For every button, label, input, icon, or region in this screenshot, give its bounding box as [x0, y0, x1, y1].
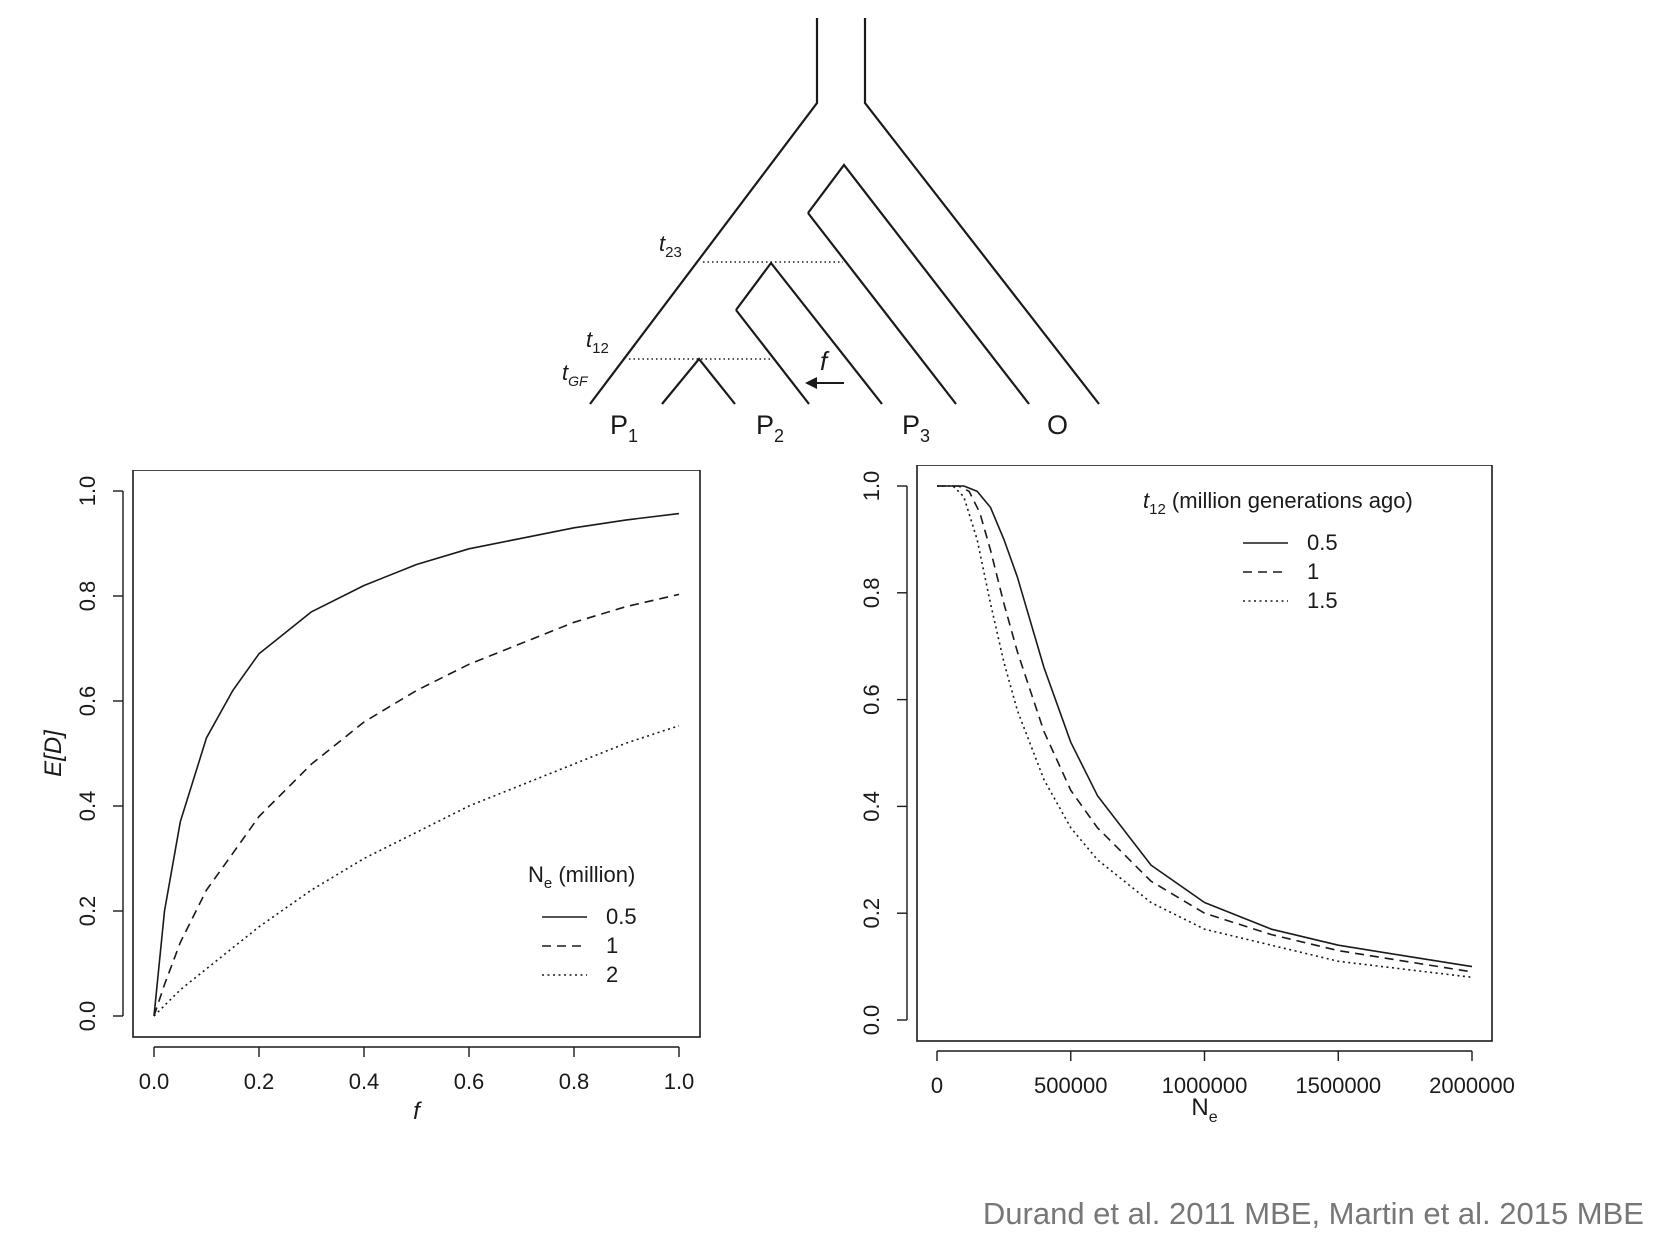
- time-markers: [629, 261, 843, 360]
- x-tick-label: 0.6: [454, 1069, 485, 1094]
- x-axis-label-main: N: [1191, 1094, 1208, 1121]
- x-tick-label: 0.4: [349, 1069, 380, 1094]
- series-line-1: [937, 485, 1473, 973]
- y-tick-label: 0.6: [75, 686, 100, 717]
- y-tick-label: 1.0: [860, 471, 884, 502]
- root-right-branch: [863, 18, 1100, 405]
- y-tick-label: 0.4: [860, 791, 884, 822]
- y-axis-label: E[D]: [40, 729, 67, 777]
- series-line-0.5: [937, 485, 1473, 968]
- y-tick-label: 0.8: [75, 581, 100, 612]
- root-left-branch: [589, 18, 819, 405]
- leaf-label-p1: P1: [610, 410, 638, 446]
- phylogeny-diagram: f t23 t12 tGF P1 P2 P3 O: [562, 18, 1100, 446]
- chart-ed-vs-ne: 0 500000 1000000 1500000 2000000 0.0 0.2 0.4 0.6…: [860, 465, 1515, 1126]
- legend-title-main: N: [528, 862, 544, 887]
- legend-label-1: 1: [606, 933, 618, 958]
- y-tick-label: 0.2: [75, 896, 100, 927]
- x-tick-label: 1000000: [1162, 1073, 1248, 1098]
- p3-o-inner-branch: [807, 163, 1030, 405]
- y-tick-label: 0.2: [860, 898, 884, 929]
- chart-ed-vs-f: 0.0 0.2 0.4 0.6 0.8 1.0 0.0 0.2 0.4 0.6 0.8 1.0 E[D]…: [40, 470, 701, 1125]
- legend-label-0.5: 0.5: [1307, 530, 1338, 555]
- y-tick-label: 0.6: [860, 684, 884, 715]
- p2-outer-branch: [735, 261, 883, 405]
- x-tick-label: 1.0: [664, 1069, 695, 1094]
- series-line-0.5: [153, 512, 680, 1017]
- legend-label-2: 2: [606, 962, 618, 987]
- citation-text: Durand et al. 2011 MBE, Martin et al. 20…: [982, 1196, 1644, 1231]
- x-tick-label: 0: [931, 1073, 943, 1098]
- x-tick-label: 2000000: [1429, 1073, 1515, 1098]
- x-axis-label: f: [413, 1098, 422, 1125]
- time-label-t23: t23: [659, 231, 682, 261]
- x-tick-label: 1500000: [1295, 1073, 1381, 1098]
- gene-flow-branch: [661, 357, 736, 405]
- legend-title-rest: (million): [552, 862, 635, 887]
- time-label-tgf: tGF: [562, 360, 589, 389]
- legend-title-sub: 12: [1149, 501, 1166, 518]
- plot-frame: [132, 470, 701, 1038]
- y-tick-label: 0.8: [860, 578, 884, 609]
- x-tick-label: 0.0: [139, 1069, 170, 1094]
- x-axis-label-sub: e: [1209, 1109, 1218, 1126]
- x-tick-label: 0.8: [559, 1069, 590, 1094]
- time-label-t12: t12: [586, 327, 609, 357]
- series-line-1.5: [937, 485, 1473, 979]
- legend-title-main: t: [1143, 488, 1150, 513]
- legend-label-0.5: 0.5: [606, 904, 637, 929]
- y-tick-label: 1.0: [75, 476, 100, 507]
- legend-title-rest: (million generations ago): [1166, 488, 1413, 513]
- series-line-1: [153, 593, 680, 1017]
- leaf-label-p3: P3: [902, 410, 930, 446]
- tree-branches: [589, 18, 1100, 405]
- legend-label-1: 1: [1307, 559, 1319, 584]
- legend-title: Ne (million): [528, 862, 635, 892]
- leaf-label-o: O: [1047, 410, 1068, 440]
- x-tick-label: 500000: [1034, 1073, 1107, 1098]
- y-tick-label: 0.4: [75, 791, 100, 822]
- series-line-2: [153, 724, 680, 1017]
- p2-branch: [735, 309, 810, 405]
- x-tick-label: 0.2: [244, 1069, 275, 1094]
- gene-flow-arrow: [805, 377, 844, 389]
- leaf-label-p2: P2: [756, 410, 784, 446]
- x-axis-label: Ne: [1191, 1094, 1217, 1126]
- legend-title: t12 (million generations ago): [1143, 488, 1413, 518]
- y-tick-label: 0.0: [860, 1005, 884, 1036]
- plot-frame: [916, 465, 1493, 1042]
- legend-title-sub: e: [544, 875, 552, 892]
- p3-branch: [807, 212, 957, 405]
- gene-flow-label: f: [820, 346, 830, 376]
- legend-label-1.5: 1.5: [1307, 588, 1338, 613]
- y-tick-label: 0.0: [75, 1001, 100, 1032]
